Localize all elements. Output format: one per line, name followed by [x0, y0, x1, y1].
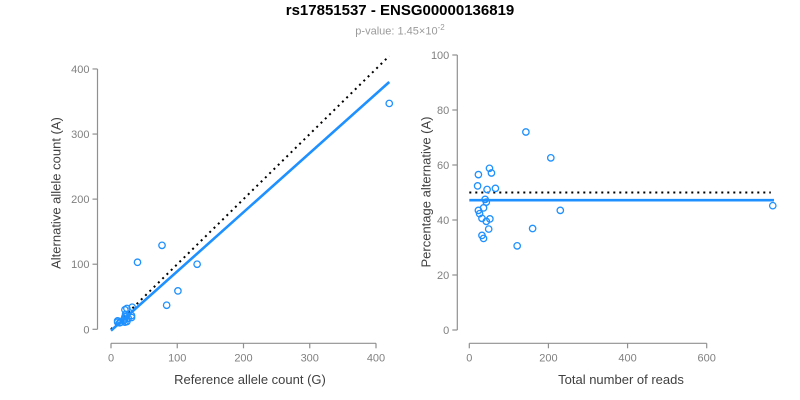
left-data-point [158, 241, 166, 250]
right-x-tick-label: 400 [618, 352, 636, 364]
right-x-tick-label: 200 [539, 352, 557, 364]
left-x-tick-label: 300 [301, 352, 319, 364]
right-data-point [522, 128, 530, 136]
right-data-point [473, 182, 482, 190]
right-data-point [546, 154, 555, 162]
right-data-point [487, 169, 496, 177]
right-x-axis-title: Total number of reads [558, 372, 684, 387]
right-data-point [484, 225, 493, 233]
right-y-tick-label: 60 [437, 160, 449, 172]
right-y-tick-label: 100 [431, 50, 449, 62]
right-data-point [491, 184, 500, 193]
left-y-tick-label: 400 [71, 64, 89, 76]
left-fit-line [110, 81, 391, 332]
left-y-tick-label: 0 [83, 324, 89, 336]
left-data-point [128, 303, 137, 312]
pvalue-label: p-value: [355, 25, 398, 38]
left-data-point [162, 301, 171, 310]
right-data-point [556, 206, 565, 215]
pvalue-mantissa: 1.45×10 [397, 25, 438, 38]
left-y-tick-label: 300 [71, 129, 89, 141]
right-y-tick-label: 0 [443, 325, 449, 337]
right-y-tick-label: 80 [437, 105, 449, 117]
left-data-point [385, 99, 394, 108]
right-y-axis-title: Percentage alternative (A) [418, 116, 434, 268]
right-y-tick-label: 40 [437, 215, 449, 227]
figure-subtitle: p-value: 1.45×10-2 [0, 23, 800, 38]
pvalue-exponent: -2 [437, 23, 445, 32]
left-x-tick-label: 200 [234, 352, 252, 364]
right-data-point [479, 234, 488, 243]
right-x-tick-label: 600 [698, 352, 716, 364]
left-y-tick-label: 200 [71, 194, 89, 206]
right-data-point [486, 215, 494, 223]
right-data-point [768, 201, 777, 210]
left-data-point [193, 260, 201, 269]
left-data-point [174, 287, 182, 295]
left-data-point [123, 304, 131, 313]
right-data-point [474, 170, 483, 179]
left-x-tick-label: 400 [367, 352, 385, 364]
left-y-tick-label: 100 [71, 259, 89, 271]
left-x-axis-title: Reference allele count (G) [174, 372, 326, 387]
left-data-point [133, 258, 142, 267]
left-identity-line [110, 55, 390, 331]
left-y-axis-title: Alternative allele count (A) [48, 117, 64, 269]
right-x-tick-label: 0 [466, 352, 472, 364]
left-x-tick-label: 0 [108, 352, 114, 364]
left-data-point [127, 313, 136, 322]
left-x-tick-label: 100 [168, 352, 186, 364]
right-data-point [483, 185, 491, 194]
right-y-tick-label: 20 [437, 270, 449, 282]
right-data-point [485, 164, 494, 173]
right-data-point [482, 198, 491, 206]
left-data-point [122, 312, 131, 321]
right-data-point [513, 242, 522, 250]
figure-title: rs17851537 - ENSG00000136819 [285, 2, 515, 19]
right-data-point [528, 224, 537, 233]
